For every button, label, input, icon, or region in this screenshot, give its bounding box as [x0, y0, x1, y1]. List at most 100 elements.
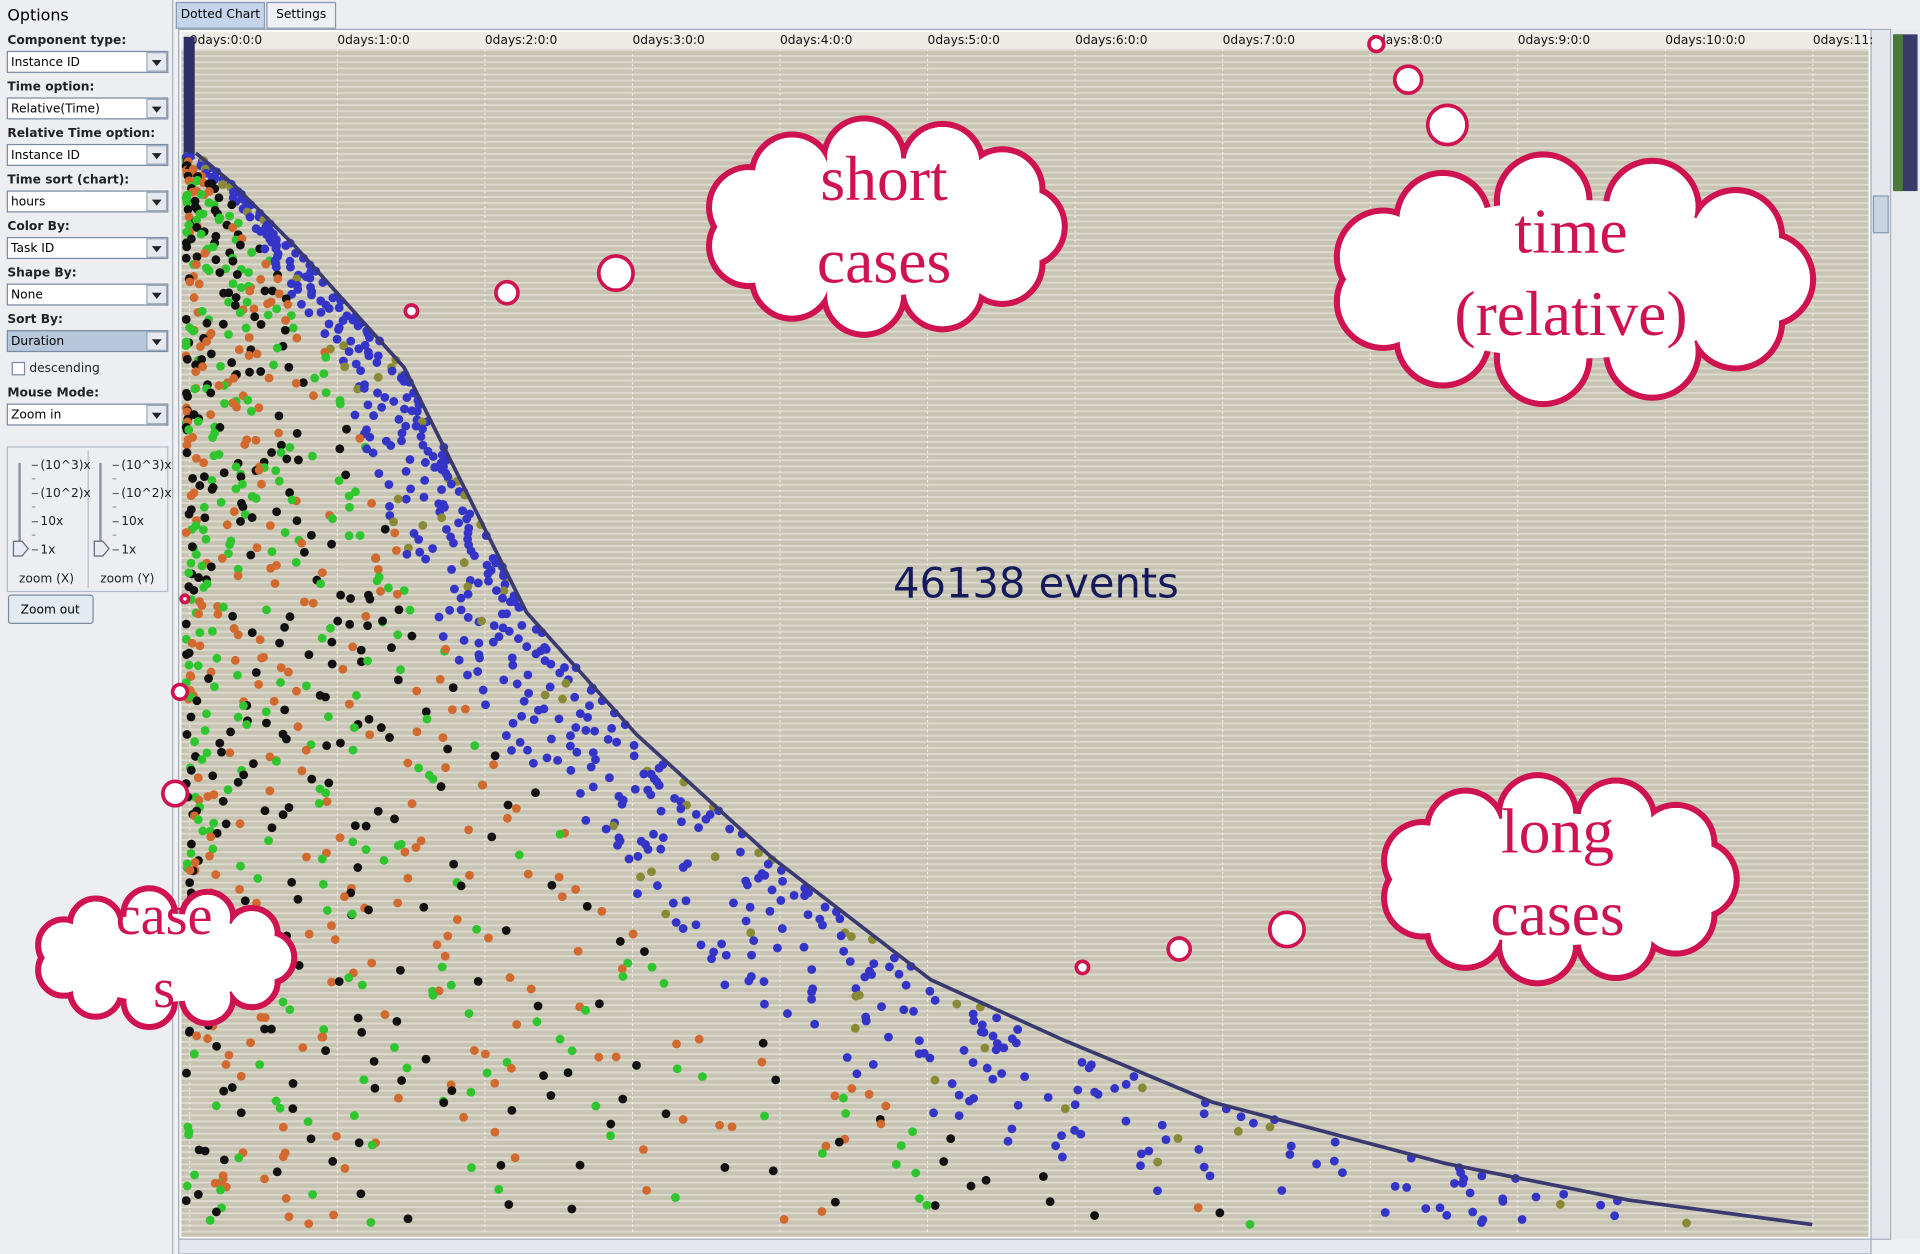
event-dot: [341, 1164, 350, 1173]
event-dot: [530, 715, 539, 724]
event-dot: [421, 555, 430, 564]
event-dot: [255, 1060, 264, 1069]
event-dot: [183, 441, 192, 450]
event-dot: [514, 634, 523, 643]
checkbox[interactable]: [12, 363, 24, 375]
scroll-thumb[interactable]: [1873, 196, 1888, 233]
event-dot: [198, 307, 207, 316]
event-dot: [470, 741, 479, 750]
event-dot: [285, 443, 294, 452]
event-dot: [1078, 1058, 1087, 1067]
event-dot: [192, 260, 201, 269]
event-dot: [345, 492, 354, 501]
event-dot: [191, 858, 200, 867]
event-dot: [293, 429, 302, 438]
event-dot: [420, 493, 429, 502]
event-dot: [467, 1163, 476, 1172]
event-dot: [760, 977, 769, 986]
event-dot: [371, 554, 380, 563]
event-dot: [1596, 1201, 1605, 1210]
event-dot: [323, 797, 332, 806]
event-dot: [1499, 1197, 1508, 1206]
event-dot: [200, 503, 209, 512]
event-dot: [555, 668, 564, 677]
event-dot: [1436, 1203, 1445, 1212]
event-dot: [194, 417, 203, 426]
event-dot: [746, 903, 755, 912]
event-dot: [186, 866, 195, 875]
event-dot: [217, 498, 226, 507]
event-dot: [240, 440, 249, 449]
event-dot: [233, 671, 242, 680]
event-dot: [523, 746, 532, 755]
event-dot: [837, 931, 846, 940]
event-dot: [1136, 1161, 1145, 1170]
event-dot: [555, 714, 564, 723]
event-dot: [324, 712, 333, 721]
event-dot: [209, 819, 218, 828]
event-dot: [370, 1057, 379, 1066]
event-dot: [345, 347, 354, 356]
event-dot: [694, 823, 703, 832]
event-dot: [354, 1014, 363, 1023]
event-dot: [946, 1134, 955, 1143]
event-dot: [232, 462, 241, 471]
event-dot: [220, 468, 229, 477]
annotation-text: time: [1514, 195, 1627, 266]
event-dot: [185, 649, 194, 658]
event-dot: [902, 981, 911, 990]
event-dot: [310, 374, 319, 383]
event-dot: [220, 399, 229, 408]
event-dot: [839, 947, 848, 956]
event-dot: [885, 962, 894, 971]
time-axis-label: 0days:0:0:0: [190, 33, 262, 47]
event-dot: [214, 610, 223, 619]
event-dot: [246, 551, 255, 560]
event-dot: [206, 410, 215, 419]
event-dot: [648, 963, 657, 972]
event-dot: [188, 639, 197, 648]
event-dot: [232, 403, 241, 412]
event-dot: [199, 525, 208, 534]
event-dot: [682, 896, 691, 905]
event-dot: [630, 751, 639, 760]
event-dot: [308, 1190, 317, 1199]
event-dot: [1162, 1135, 1171, 1144]
event-dot: [185, 278, 194, 287]
event-dot: [192, 696, 201, 705]
event-dot: [581, 726, 590, 735]
event-dot: [1249, 1119, 1258, 1128]
event-dot: [1013, 1025, 1022, 1034]
event-dot: [248, 513, 257, 522]
event-dot: [232, 484, 241, 493]
event-dot: [212, 1207, 221, 1216]
combo-box-value: Duration: [11, 334, 64, 348]
tab-label: Settings: [276, 7, 326, 21]
event-dot: [246, 213, 255, 222]
event-dot: [252, 668, 261, 677]
event-dot: [199, 458, 208, 467]
event-dot: [218, 554, 227, 563]
event-dot: [634, 852, 643, 861]
event-dot: [909, 1007, 918, 1016]
event-dot: [881, 1102, 890, 1111]
event-dot: [307, 531, 316, 540]
event-dot: [345, 700, 354, 709]
event-dot: [1682, 1219, 1691, 1228]
event-dot: [261, 1013, 270, 1022]
event-dot: [360, 1075, 369, 1084]
event-dot: [800, 891, 809, 900]
horizontal-scrollbar[interactable]: [179, 1239, 1871, 1254]
event-dot: [1330, 1157, 1339, 1166]
event-dot: [185, 661, 194, 670]
event-dot: [273, 1167, 282, 1176]
event-dot: [373, 576, 382, 585]
event-dot: [223, 520, 232, 529]
event-dot: [363, 657, 372, 666]
event-dot: [351, 821, 360, 830]
event-dot: [447, 981, 456, 990]
event-dot: [273, 274, 282, 283]
event-dot: [272, 263, 281, 272]
event-dot: [847, 1084, 856, 1093]
event-dot: [558, 695, 567, 704]
